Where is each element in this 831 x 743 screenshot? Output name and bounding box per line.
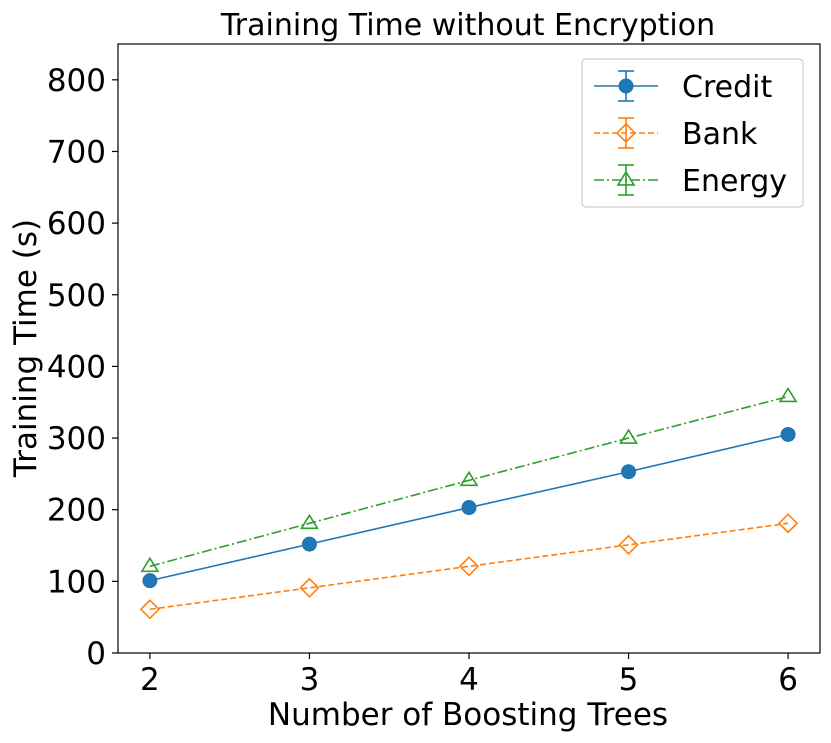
legend-label: Bank (682, 117, 758, 152)
y-tick-label: 500 (47, 278, 106, 314)
series-line-bank (149, 522, 789, 611)
y-tick-label: 200 (47, 493, 106, 529)
legend-entry-energy: Energy (594, 164, 787, 199)
x-tick-label: 5 (619, 662, 639, 698)
data-point-energy (778, 386, 798, 403)
legend-label: Credit (682, 70, 772, 105)
data-point-energy (140, 556, 160, 573)
y-tick-label: 300 (47, 421, 106, 457)
data-point-bank (299, 577, 320, 598)
y-tick-label: 400 (47, 349, 106, 385)
x-tick-label: 4 (459, 662, 479, 698)
legend-marker (618, 78, 634, 94)
data-point-energy (300, 513, 319, 530)
legend-entry-bank: Bank (594, 117, 758, 152)
legend-label: Energy (682, 164, 787, 199)
data-point-energy (459, 470, 479, 487)
x-tick-label: 6 (778, 662, 798, 698)
data-point-credit (301, 536, 317, 552)
y-tick-label: 600 (47, 206, 106, 242)
data-point-credit (142, 573, 158, 589)
data-point-credit (621, 464, 637, 480)
legend-frame (581, 58, 804, 208)
y-tick-label: 100 (47, 564, 106, 600)
data-point-credit (780, 426, 796, 442)
y-axis: 0 100 200 300 400 500 600 700 800 (47, 63, 118, 672)
chart-title: Training Time without Encryption (220, 8, 715, 43)
legend-marker (616, 170, 636, 186)
y-tick-label: 700 (47, 134, 106, 170)
series-credit (142, 426, 796, 589)
data-point-bank (458, 556, 480, 577)
data-point-bank (139, 599, 161, 620)
data-point-bank (777, 513, 799, 534)
legend-entry-credit: Credit (594, 70, 772, 105)
series-energy (140, 386, 798, 573)
x-axis: 2 3 4 5 6 (140, 653, 798, 698)
series-bank (139, 513, 799, 620)
series-line-energy (149, 395, 789, 568)
data-point-energy (619, 428, 638, 444)
y-tick-label: 0 (86, 636, 106, 672)
x-tick-label: 2 (140, 662, 160, 698)
y-axis-label: Training Time (s) (8, 219, 44, 478)
x-axis-label: Number of Boosting Trees (268, 697, 668, 733)
x-tick-label: 3 (300, 662, 320, 698)
legend-marker (615, 122, 637, 144)
y-tick-label: 800 (47, 63, 106, 99)
legend: Credit Bank Energy (581, 58, 804, 208)
data-point-credit (461, 500, 477, 516)
data-point-bank (618, 534, 639, 555)
